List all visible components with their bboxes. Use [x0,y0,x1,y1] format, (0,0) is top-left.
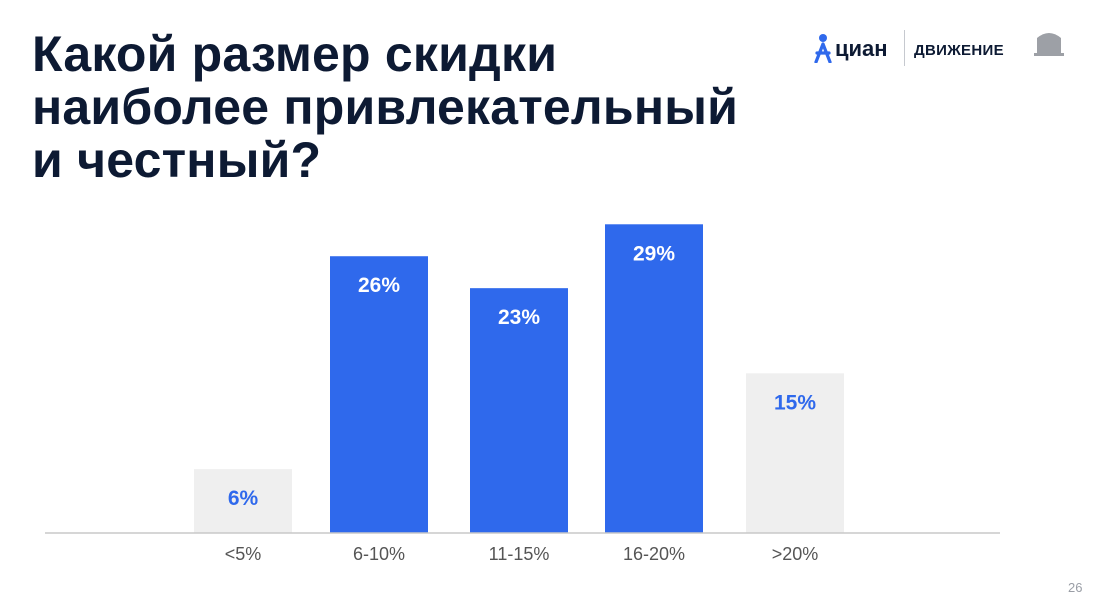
cian-person-icon [814,34,832,63]
x-tick-label-4: 16-20% [623,544,685,564]
data-label-4: 29% [633,242,675,265]
bar-1 [194,469,292,533]
slide-title: Какой размер скидки наиболее привлекател… [32,28,852,187]
x-tick-label-3: 11-15% [489,544,550,564]
bar-5 [746,373,844,533]
data-label-3: 23% [498,306,540,329]
x-tick-label-5: >20% [772,544,819,564]
partner-logo-text: ДВИЖЕНИЕ [914,42,1004,59]
data-label-1: 6% [228,487,259,510]
bars-layer [194,224,844,533]
bar-3 [470,288,568,533]
building-icon [1034,33,1064,56]
bar-4 [605,224,703,533]
data-label-5: 15% [774,391,816,414]
slide-title-line-1: Какой размер скидки [32,26,558,82]
labels-layer: 6% <5% 26% 6-10% 23% 11-15% 29% 16-20% 15% >20% [225,242,819,564]
x-tick-label-2: 6-10% [353,544,405,564]
logo-group: циан ДВИЖЕНИЕ [805,28,1075,72]
slide-title-line-3: и честный? [32,132,322,188]
bar-2 [330,256,428,533]
x-tick-label-1: <5% [225,544,262,564]
data-label-2: 26% [358,274,400,297]
logo-divider [904,30,905,66]
cian-logo-text: циан [835,36,888,61]
page-number: 26 [1068,580,1083,595]
slide-title-line-2: наиболее привлекательный [32,79,739,135]
